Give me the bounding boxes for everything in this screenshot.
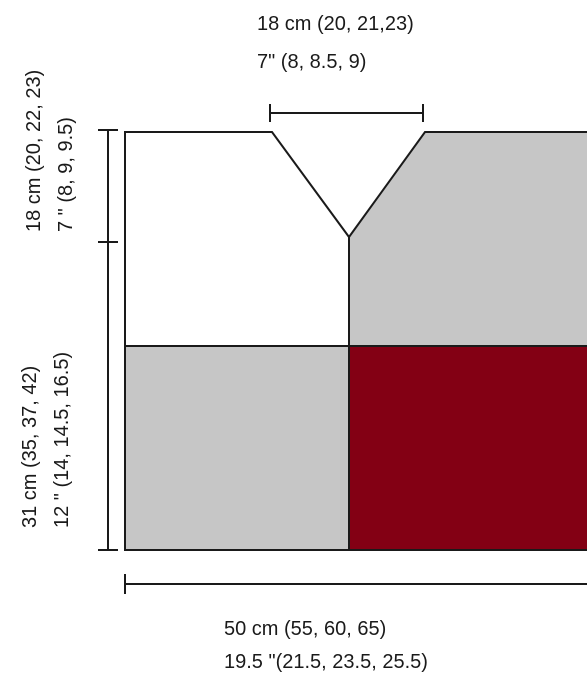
- panel-bottom-left: [125, 346, 349, 550]
- width-dimension-line: [124, 574, 587, 594]
- panel-top-right: [349, 132, 587, 346]
- panel-top-left: [125, 132, 349, 346]
- vertical-dimension-line: [98, 129, 118, 551]
- width-cm-label: 50 cm (55, 60, 65): [224, 618, 387, 640]
- neck-width-cm-label: 18 cm (20, 21,23): [257, 13, 414, 35]
- body-length-in-label: 12 " (14, 14.5, 16.5): [51, 351, 73, 528]
- neck-depth-in-label: 7 " (8, 9, 9.5): [55, 117, 77, 232]
- body-length-cm-label: 31 cm (35, 37, 42): [19, 365, 41, 528]
- neck-depth-cm-label: 18 cm (20, 22, 23): [23, 69, 45, 232]
- neck-width-dimension-line: [269, 104, 424, 122]
- width-in-label: 19.5 "(21.5, 23.5, 25.5): [224, 651, 428, 673]
- panel-bottom-right: [349, 346, 587, 550]
- garment-outline: [124, 131, 587, 551]
- neck-width-in-label: 7" (8, 8.5, 9): [257, 51, 367, 73]
